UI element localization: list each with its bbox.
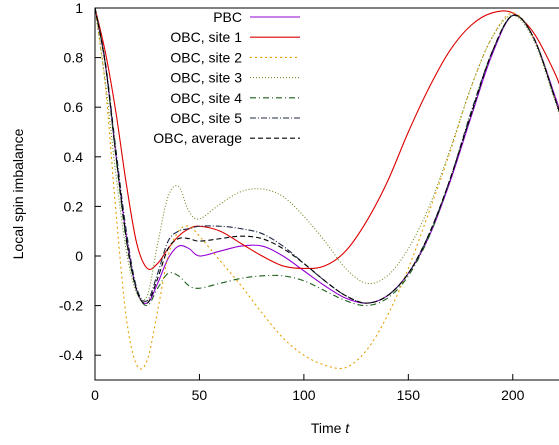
- legend-label: OBC, site 3: [170, 70, 242, 86]
- legend-label: OBC, site 4: [170, 90, 242, 106]
- series-line-obc-site-1: [95, 8, 559, 271]
- legend-label: OBC, site 5: [170, 110, 242, 126]
- plot-frame: [94, 7, 559, 381]
- y-tick-label: 0.8: [64, 50, 84, 66]
- x-axis-label: Time t: [311, 420, 350, 436]
- legend: PBC OBC, site 1 OBC, site 2 OBC, site 3 OBC,…: [153, 9, 300, 146]
- y-tick-label: 0.4: [64, 149, 84, 165]
- series-line-obc-site-5: [95, 8, 559, 304]
- legend-label: PBC: [213, 9, 242, 25]
- y-tick-label: 1: [75, 0, 83, 16]
- series-line-obc-site-4: [95, 8, 559, 307]
- x-tick-label: 200: [501, 387, 525, 403]
- y-tick-label: -0.4: [59, 347, 83, 363]
- series-line-obc-average: [95, 8, 559, 305]
- y-axis-label: Local spin imbalance: [10, 128, 26, 259]
- legend-label: OBC, average: [153, 130, 242, 146]
- y-tick-label: -0.2: [59, 298, 83, 314]
- y-tick-label: 0.6: [64, 99, 84, 115]
- series-line-obc-site-3: [95, 8, 559, 302]
- series-layer: [95, 8, 559, 370]
- y-tick-label: 0: [75, 248, 83, 264]
- legend-label: OBC, site 2: [170, 49, 242, 65]
- series-line-obc-site-2: [95, 8, 559, 370]
- x-tick-label: 50: [192, 387, 208, 403]
- x-tick-label: 100: [292, 387, 316, 403]
- series-line-pbc: [95, 8, 559, 304]
- x-axis-label-variable: t: [345, 420, 350, 436]
- x-tick-label: 0: [91, 387, 99, 403]
- y-tick-label: 0.2: [64, 198, 84, 214]
- ticks-layer: 0 50 100 150 200 -0.4 -0.2 0 0.2 0.4 0.6 0.8 1: [59, 0, 525, 403]
- legend-label: OBC, site 1: [170, 29, 242, 45]
- x-axis-label-text: Time: [311, 420, 342, 436]
- x-tick-label: 150: [397, 387, 421, 403]
